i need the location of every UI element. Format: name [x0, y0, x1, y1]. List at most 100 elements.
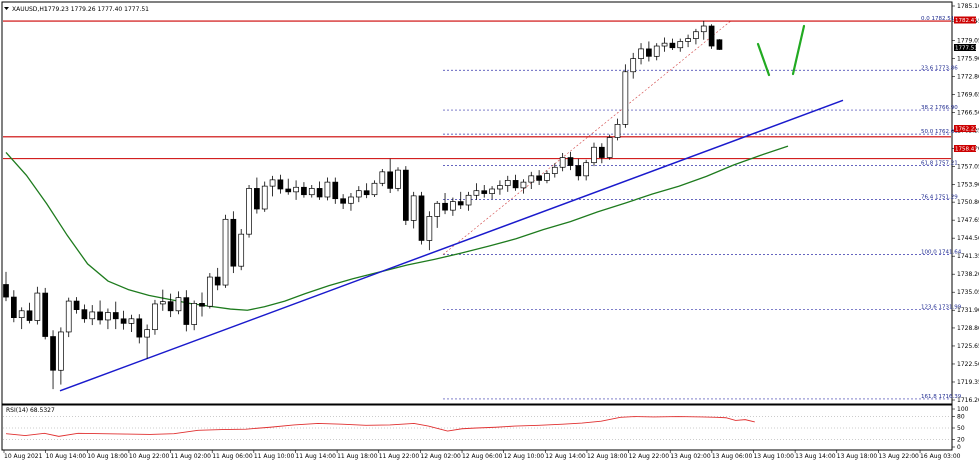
price-tag-res-low: 1758.41: [955, 147, 978, 153]
candle-body: [630, 58, 637, 73]
fib-level-label: 61.8 1757.21: [921, 160, 958, 166]
candle-body: [371, 182, 378, 196]
candle-body: [18, 310, 25, 319]
candle-body: [536, 175, 542, 181]
candle-body: [191, 303, 198, 325]
candle-body: [261, 185, 268, 210]
candle-body: [175, 297, 182, 312]
time-tick-label: 12 Aug 10:00: [504, 453, 545, 460]
candle-body: [277, 179, 284, 190]
candle-body: [716, 39, 723, 50]
candle-body: [58, 331, 64, 371]
candle-body: [489, 188, 495, 194]
fib-level-label: 50.0 1762.69: [921, 129, 958, 135]
time-tick-label: 13 Aug 18:00: [837, 453, 878, 460]
price-tick-label: 1731.90: [957, 307, 979, 314]
time-axis: 10 Aug 2021 10 Aug 14:00 10 Aug 18:00 10 Au…: [3, 450, 961, 460]
time-tick-label: 10 Aug 14:00: [46, 453, 87, 460]
candle-body: [3, 284, 9, 298]
time-tick-label: 11 Aug 22:00: [379, 453, 420, 460]
time-tick-label: 13 Aug 14:00: [795, 453, 836, 460]
candle-body: [653, 45, 660, 57]
price-tag-res-top: 1782.47: [955, 18, 978, 24]
ohlc-values: 1779.23 1779.26 1777.40 1777.51: [44, 6, 149, 13]
candle-body: [457, 201, 464, 206]
main-plot-frame: [1, 1, 953, 405]
price-tick-label: 1722.50: [957, 361, 979, 368]
rsi-line: [5, 416, 755, 437]
fib-base-line: [442, 20, 732, 255]
candle-body: [583, 162, 590, 177]
candle-body: [136, 318, 143, 338]
candle-body: [144, 329, 150, 338]
candle-body: [230, 218, 237, 267]
candle-body: [254, 188, 260, 210]
candle-body: [355, 190, 362, 198]
candle-body: [206, 276, 213, 307]
price-tags: 1782.47 1777.51 1762.22 1758.41: [954, 16, 978, 153]
candle-body: [73, 300, 80, 310]
support-trendline: [59, 99, 844, 392]
candle-body: [89, 311, 96, 320]
time-tick-label: 10 Aug 2021: [4, 453, 43, 460]
candles-layer: [3, 20, 723, 390]
fib-level-label: 100.0 1741.64: [921, 250, 962, 256]
candle-body: [340, 198, 346, 204]
candle-body: [512, 180, 519, 189]
price-tick-label: 1753.90: [957, 181, 979, 188]
price-tag-last: 1777.51: [955, 46, 978, 52]
price-tick-label: 1747.65: [957, 217, 979, 224]
candle-body: [387, 171, 394, 189]
price-tick-label: 1769.65: [957, 91, 979, 98]
price-tick-label: 1735.05: [957, 289, 979, 296]
candle-body: [293, 186, 299, 193]
candle-body: [159, 301, 166, 305]
chart-header: XAUUSD,H1 1779.23 1779.26 1777.40 1777.5…: [4, 6, 149, 13]
candle-body: [269, 179, 276, 187]
time-tick-label: 12 Aug 02:00: [420, 453, 461, 460]
candle-body: [606, 137, 613, 158]
price-tick-label: 1750.80: [957, 199, 979, 206]
fib-level-label: 38.2 1766.90: [921, 105, 958, 111]
price-tick-label: 1741.35: [957, 253, 979, 260]
time-tick-label: 10 Aug 18:00: [87, 453, 128, 460]
candle-body: [112, 312, 119, 320]
candle-body: [308, 188, 315, 196]
fib-level-label: 76.4 1751.29: [921, 194, 958, 200]
candle-body: [567, 157, 574, 166]
price-tick-label: 1772.80: [957, 73, 979, 80]
symbol-dropdown-icon[interactable]: [4, 7, 9, 10]
candle-body: [497, 185, 503, 190]
candle-body: [65, 300, 72, 333]
candle-body: [528, 175, 535, 183]
candle-body: [646, 48, 652, 57]
candle-body: [105, 312, 111, 321]
price-tick-label: 1757.05: [957, 163, 979, 170]
candle-body: [677, 41, 684, 49]
candle-body: [246, 188, 252, 235]
candle-body: [301, 186, 307, 196]
candle-body: [379, 171, 386, 184]
fib-level-label: 123.6 1731.99: [921, 305, 962, 311]
fib-level-label: 23.6 1773.86: [921, 65, 958, 71]
price-tag-res-mid: 1762.22: [955, 127, 978, 133]
time-tick-label: 13 Aug 06:00: [712, 453, 753, 460]
candle-body: [473, 190, 480, 196]
price-tick-label: 1779.05: [957, 38, 979, 45]
candle-body: [481, 190, 488, 194]
candle-body: [285, 188, 292, 193]
rsi-layer: [5, 416, 755, 437]
candle-body: [10, 296, 17, 319]
candle-body: [324, 181, 331, 198]
fib-level-label: 0.0 1782.51: [921, 16, 954, 22]
candle-body: [152, 303, 158, 331]
rsi-label: RSI(14) 68.5327: [6, 407, 55, 414]
candle-body: [316, 188, 323, 198]
price-tick-label: 1775.90: [957, 56, 979, 63]
candle-body: [520, 181, 527, 189]
rsi-tick-label: 80: [957, 414, 965, 421]
candle-body: [700, 25, 707, 33]
candle-body: [661, 42, 668, 47]
candle-body: [442, 202, 448, 211]
